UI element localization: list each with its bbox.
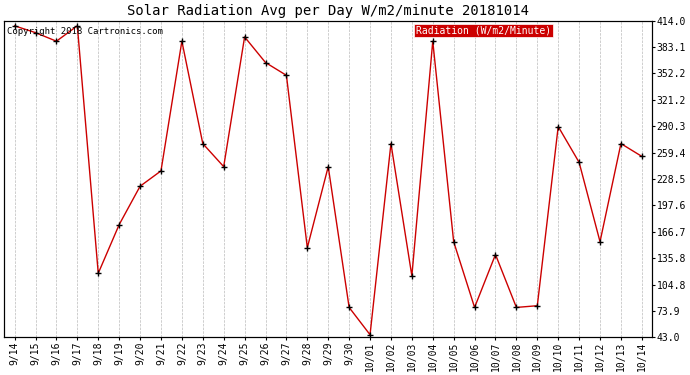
Text: Radiation (W/m2/Minute): Radiation (W/m2/Minute) bbox=[416, 26, 551, 36]
Text: Copyright 2018 Cartronics.com: Copyright 2018 Cartronics.com bbox=[8, 27, 164, 36]
Title: Solar Radiation Avg per Day W/m2/minute 20181014: Solar Radiation Avg per Day W/m2/minute … bbox=[127, 4, 529, 18]
